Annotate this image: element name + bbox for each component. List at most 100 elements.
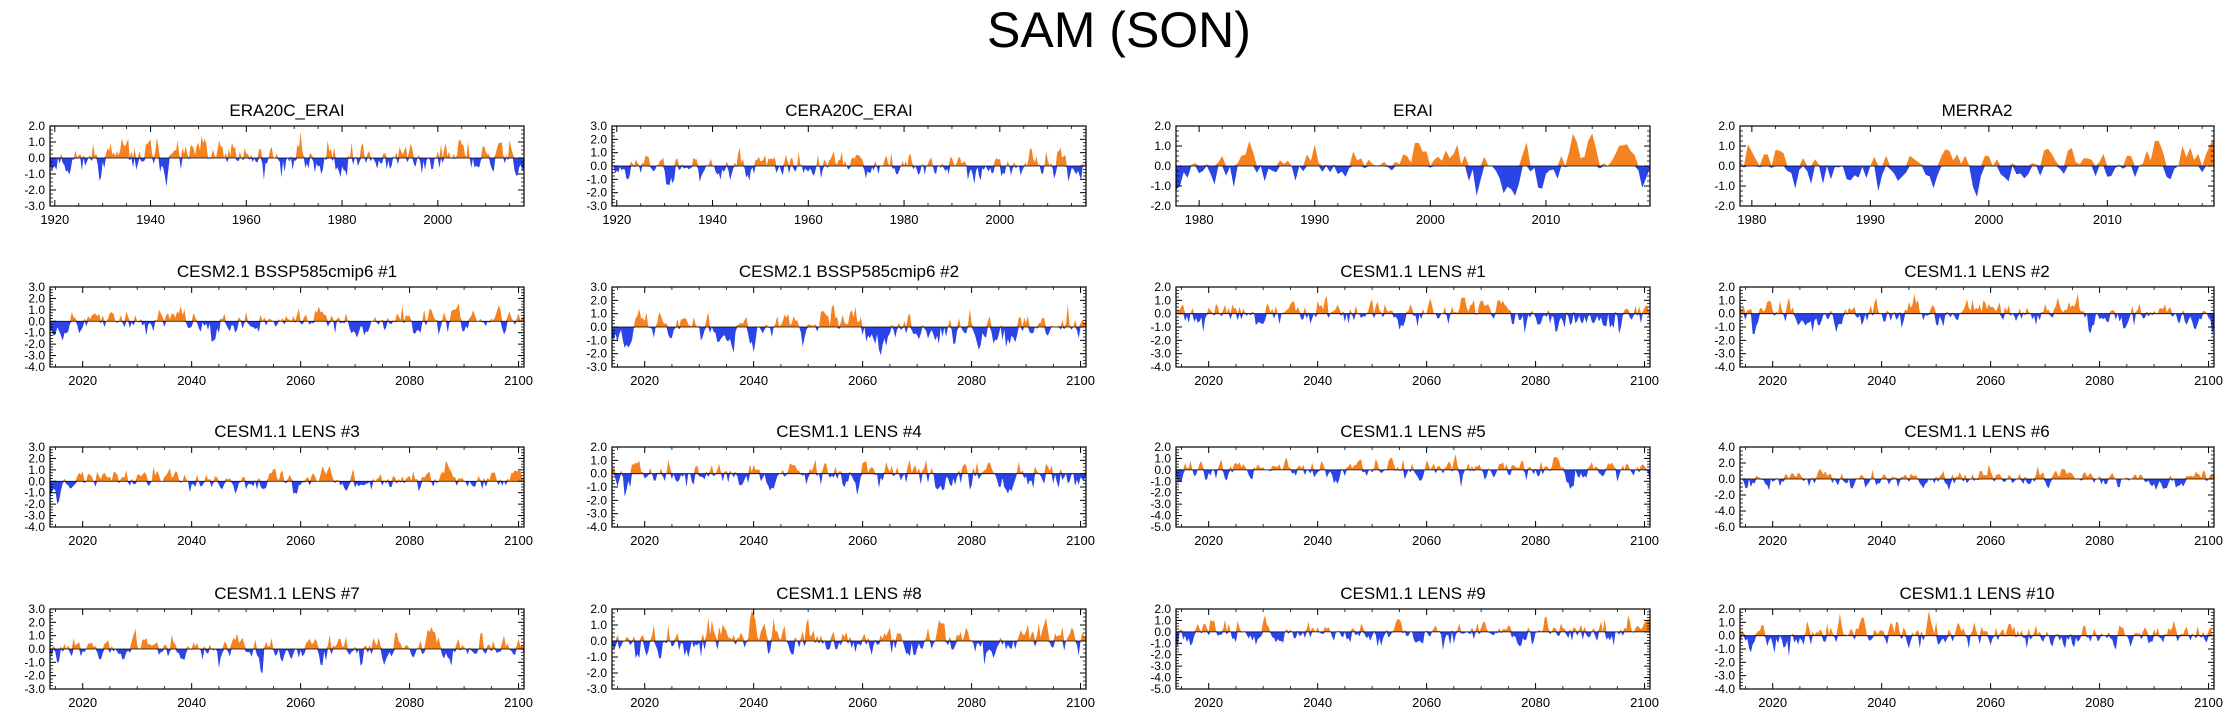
positive-area: [50, 131, 524, 158]
positive-area: [612, 459, 1086, 474]
y-tick-label: 2.0: [590, 440, 607, 454]
y-tick-label: 2.0: [28, 291, 45, 305]
panel-10: CESM1.1 LENS #4 2.01.00.0-1.0-2.0-3.0-4.0…: [586, 422, 1095, 548]
plot-frame: [49, 125, 525, 207]
x-tick-label: 2040: [177, 533, 206, 548]
y-tick-label: -3.0: [24, 199, 45, 213]
negative-area: [50, 649, 524, 674]
panel-title: ERAI: [1393, 101, 1433, 120]
panel-11: CESM1.1 LENS #5 2.01.00.0-1.0-2.0-3.0-4.0…: [1150, 422, 1659, 548]
y-tick-label: 2.0: [590, 602, 607, 616]
y-tick-label: -4.0: [1150, 671, 1171, 685]
y-tick-label: -4.0: [1714, 360, 1735, 374]
y-tick-label: -6.0: [1714, 520, 1735, 534]
x-tick-label: 2020: [630, 533, 659, 548]
x-tick-label: 2100: [1066, 695, 1095, 710]
y-tick-label: 1.0: [1154, 451, 1171, 465]
x-tick-label: 2100: [1630, 533, 1659, 548]
y-tick-label: -5.0: [1150, 520, 1171, 534]
x-tick-label: 1990: [1856, 212, 1885, 227]
panel-8: CESM1.1 LENS #2 2.01.00.0-1.0-2.0-3.0-4.0…: [1714, 262, 2223, 388]
positive-area: [1176, 454, 1650, 470]
x-tick-label: 2020: [68, 695, 97, 710]
y-tick-label: -2.0: [1714, 488, 1735, 502]
x-tick-label: 1960: [232, 212, 261, 227]
negative-area: [612, 166, 1086, 186]
x-tick-label: 2040: [739, 695, 768, 710]
y-tick-label: -3.0: [24, 509, 45, 523]
y-tick-label: -2.0: [1150, 648, 1171, 662]
y-tick-label: -2.0: [1714, 199, 1735, 213]
negative-area: [1176, 313, 1650, 334]
y-tick-label: -3.0: [1150, 497, 1171, 511]
negative-area: [612, 473, 1086, 497]
negative-area: [1176, 166, 1650, 196]
y-tick-label: 2.0: [28, 119, 45, 133]
y-tick-label: -1.0: [586, 172, 607, 186]
y-tick-label: 0.0: [590, 159, 607, 173]
x-tick-label: 2100: [2194, 373, 2223, 388]
panel-title: CESM1.1 LENS #2: [1904, 262, 2050, 281]
y-tick-label: -2.0: [24, 183, 45, 197]
plot-frame: [1175, 446, 1651, 528]
y-tick-label: 4.0: [1718, 440, 1735, 454]
x-tick-label: 2060: [1412, 373, 1441, 388]
x-tick-label: 2000: [423, 212, 452, 227]
x-tick-label: 2100: [504, 373, 533, 388]
x-tick-label: 2080: [957, 373, 986, 388]
x-tick-label: 2020: [68, 373, 97, 388]
panel-9: CESM1.1 LENS #3 3.02.01.00.0-1.0-2.0-3.0-…: [24, 422, 533, 548]
x-tick-label: 2100: [1066, 373, 1095, 388]
positive-area: [1176, 133, 1650, 166]
x-tick-label: 1940: [136, 212, 165, 227]
panel-5: CESM2.1 BSSP585cmip6 #13.02.01.00.0-1.0-…: [24, 262, 533, 388]
x-tick-label: 2080: [957, 695, 986, 710]
y-tick-label: 0.0: [1718, 629, 1735, 643]
x-tick-label: 1980: [328, 212, 357, 227]
x-tick-label: 2060: [286, 695, 315, 710]
x-tick-label: 2080: [1521, 533, 1550, 548]
y-tick-label: -1.0: [1150, 320, 1171, 334]
panel-7: CESM1.1 LENS #1 2.01.00.0-1.0-2.0-3.0-4.0…: [1150, 262, 1659, 388]
x-tick-label: 2020: [1194, 695, 1223, 710]
plot-frame: [1739, 286, 2215, 368]
x-tick-label: 2060: [848, 695, 877, 710]
panel-title: CESM1.1 LENS #4: [776, 422, 922, 441]
y-tick-label: -3.0: [1150, 659, 1171, 673]
x-tick-label: 2080: [2085, 373, 2114, 388]
y-tick-label: 2.0: [1154, 280, 1171, 294]
y-tick-label: -1.0: [24, 167, 45, 181]
y-tick-label: -1.0: [1150, 636, 1171, 650]
y-tick-label: 2.0: [28, 451, 45, 465]
y-tick-label: 1.0: [1718, 615, 1735, 629]
x-tick-label: 2020: [630, 695, 659, 710]
y-tick-label: -3.0: [586, 507, 607, 521]
negative-area: [1740, 479, 2214, 491]
positive-area: [612, 610, 1086, 641]
y-tick-label: -1.0: [1150, 179, 1171, 193]
panel-15: CESM1.1 LENS #9 2.01.00.0-1.0-2.0-3.0-4.0…: [1150, 584, 1659, 710]
x-tick-label: 2100: [1630, 373, 1659, 388]
y-tick-label: 0.0: [28, 474, 45, 488]
y-tick-label: 1.0: [1718, 139, 1735, 153]
positive-area: [1176, 295, 1650, 314]
negative-area: [612, 641, 1086, 666]
x-tick-label: 2040: [177, 373, 206, 388]
x-tick-label: 2080: [1521, 373, 1550, 388]
y-tick-label: -2.0: [24, 337, 45, 351]
y-tick-label: 3.0: [28, 440, 45, 454]
x-tick-label: 1980: [890, 212, 919, 227]
y-tick-label: 2.0: [28, 615, 45, 629]
y-tick-label: 0.0: [1718, 472, 1735, 486]
y-tick-label: -3.0: [24, 349, 45, 363]
negative-area: [50, 481, 524, 505]
y-tick-label: 0.0: [28, 151, 45, 165]
y-tick-label: 0.0: [1154, 307, 1171, 321]
y-tick-label: 0.0: [28, 314, 45, 328]
x-tick-label: 1990: [1300, 212, 1329, 227]
x-tick-label: 1980: [1185, 212, 1214, 227]
y-tick-label: -3.0: [1714, 669, 1735, 683]
x-tick-label: 2040: [739, 533, 768, 548]
